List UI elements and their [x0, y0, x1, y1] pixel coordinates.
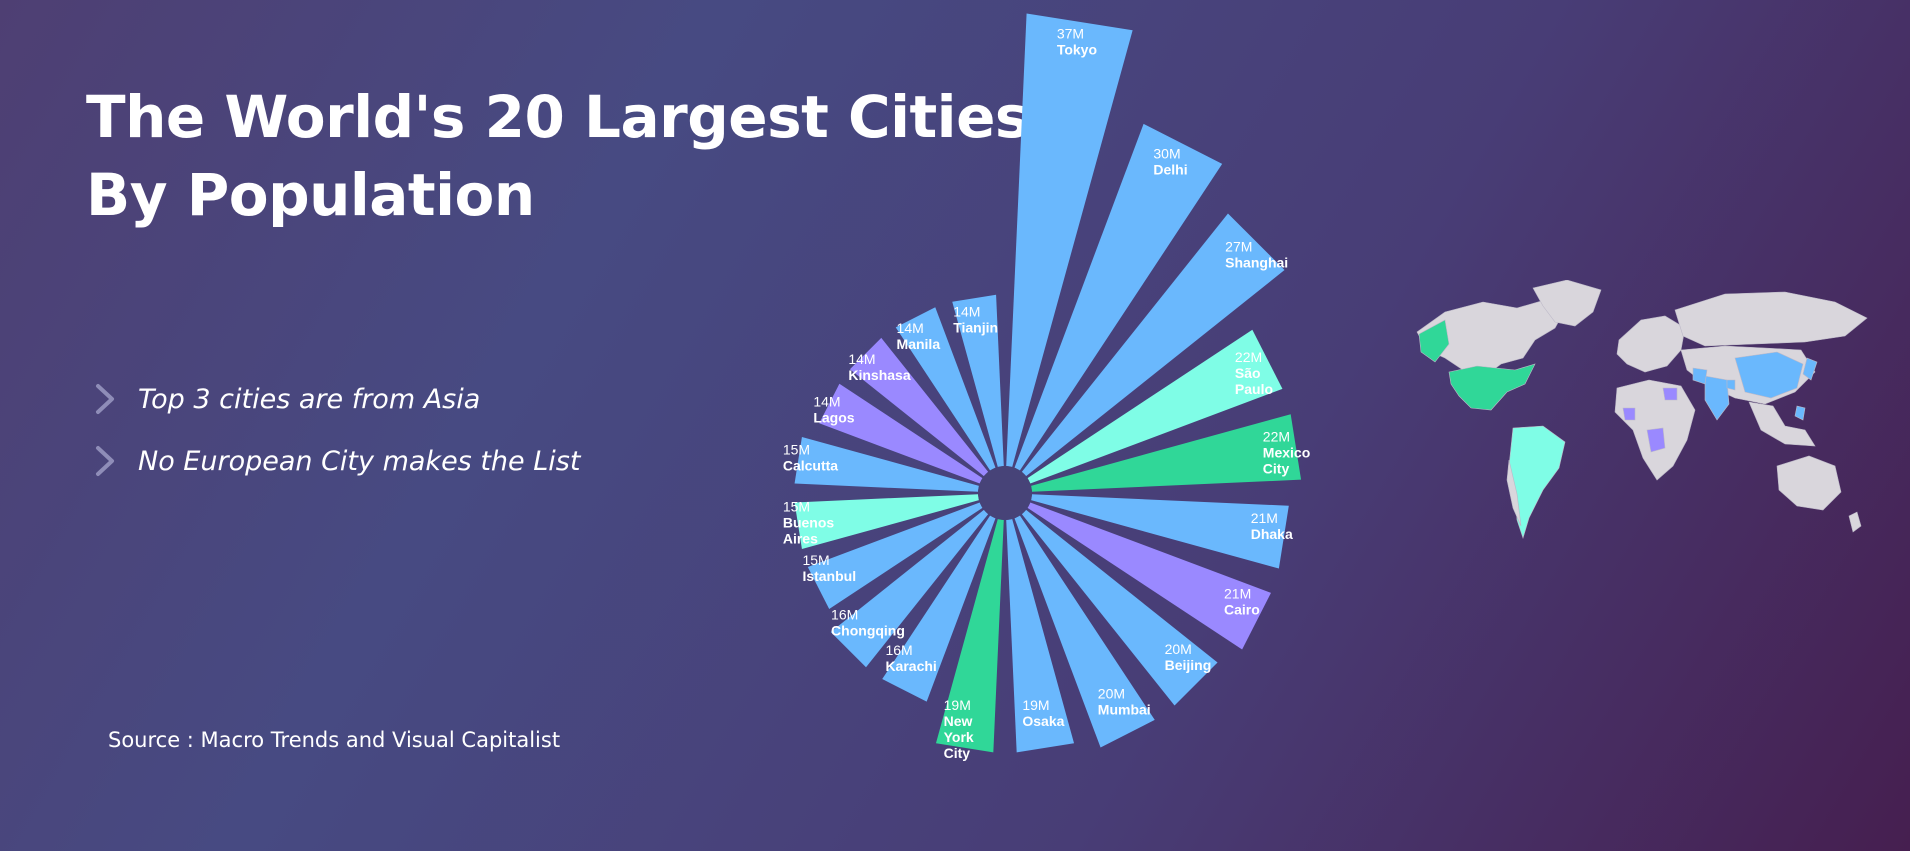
title-line-2: By Population — [86, 161, 535, 229]
data-label-beijing: 20M Beijing — [1165, 641, 1212, 673]
bar-istanbul — [807, 502, 983, 610]
bar-new-york-city — [935, 519, 1004, 753]
map-north-america — [1416, 299, 1566, 377]
map-bangladesh — [1726, 379, 1736, 391]
chevron-right-icon — [96, 446, 114, 476]
data-label-mumbai: 20M Mumbai — [1098, 686, 1151, 718]
map-new-zealand — [1848, 511, 1862, 533]
source-note: Source : Macro Trends and Visual Capital… — [108, 728, 561, 752]
bar-kinshasa — [849, 337, 989, 477]
map-pakistan — [1692, 367, 1708, 385]
data-label-shanghai: 27M Shanghai — [1225, 238, 1288, 270]
map-africa-highlight-central — [1646, 427, 1666, 453]
bar-buenos-aires — [794, 494, 979, 550]
data-label-calcutta: 15M Calcutta — [783, 442, 838, 474]
bar-beijing — [1021, 509, 1218, 706]
bar-cairo — [1027, 502, 1271, 650]
map-japan — [1802, 357, 1818, 381]
map-philippines — [1794, 405, 1806, 421]
data-label-istanbul: 15M Istanbul — [802, 552, 856, 584]
data-label-osaka: 19M Osaka — [1022, 697, 1064, 729]
data-label-mexico-city: 22M Mexico City — [1263, 428, 1310, 476]
map-africa-highlight-north — [1662, 387, 1678, 401]
bar-chongqing — [830, 509, 989, 668]
map-india — [1704, 375, 1730, 421]
data-label-manila: 14M Manila — [897, 320, 941, 352]
data-label-kinshasa: 14M Kinshasa — [848, 351, 910, 383]
data-label-buenos-aires: 15M Buenos Aires — [783, 498, 835, 546]
map-usa-alaska — [1418, 319, 1450, 363]
data-label-chongqing: 16M Chongqing — [831, 606, 905, 638]
insight-text: No European City makes the List — [138, 445, 581, 477]
bar-mumbai — [1014, 515, 1155, 748]
map-australia — [1776, 455, 1842, 511]
map-south-america-west — [1506, 459, 1522, 527]
data-label-new-york-city: 19M New York City — [944, 697, 974, 761]
bar-calcutta — [794, 436, 979, 492]
bar-shanghai — [1021, 213, 1285, 477]
data-label-cairo: 21M Cairo — [1224, 585, 1260, 617]
map-south-america — [1508, 425, 1566, 539]
data-label-dhaka: 21M Dhaka — [1251, 510, 1293, 542]
map-greenland — [1532, 280, 1602, 327]
map-usa-mexico — [1448, 363, 1536, 411]
bar-tianjin — [952, 294, 1004, 467]
data-label-tianjin: 14M Tianjin — [953, 304, 998, 336]
map-africa-highlight-west — [1622, 407, 1636, 421]
map-europe — [1616, 315, 1686, 373]
insight-item: Top 3 cities are from Asia — [92, 368, 580, 430]
insight-item: No European City makes the List — [92, 430, 580, 492]
bar-lagos — [819, 383, 983, 484]
bar-tokyo — [1006, 13, 1133, 467]
insights-list: Top 3 cities are from Asia No European C… — [92, 368, 580, 492]
data-label-tokyo: 37M Tokyo — [1057, 26, 1097, 58]
chart-center-hole — [978, 466, 1032, 520]
insight-text: Top 3 cities are from Asia — [138, 383, 481, 415]
map-se-asia — [1748, 401, 1816, 447]
bar-osaka — [1006, 519, 1075, 753]
page-title: The World's 20 Largest Cities By Populat… — [86, 78, 1029, 234]
bar-dhaka — [1031, 494, 1289, 569]
data-label-s-o-paulo: 22M São Paulo — [1235, 349, 1273, 397]
bar-delhi — [1014, 123, 1223, 471]
chevron-right-icon — [96, 384, 114, 414]
bar-s-o-paulo — [1027, 329, 1283, 484]
bar-karachi — [882, 515, 996, 702]
title-line-1: The World's 20 Largest Cities — [86, 83, 1029, 151]
bar-manila — [895, 307, 996, 471]
data-label-karachi: 16M Karachi — [885, 642, 936, 674]
map-russia — [1674, 291, 1868, 347]
data-label-lagos: 14M Lagos — [813, 394, 854, 426]
data-label-delhi: 30M Delhi — [1153, 145, 1187, 177]
bar-mexico-city — [1031, 414, 1302, 492]
map-china — [1734, 351, 1804, 399]
world-map — [1416, 280, 1868, 539]
